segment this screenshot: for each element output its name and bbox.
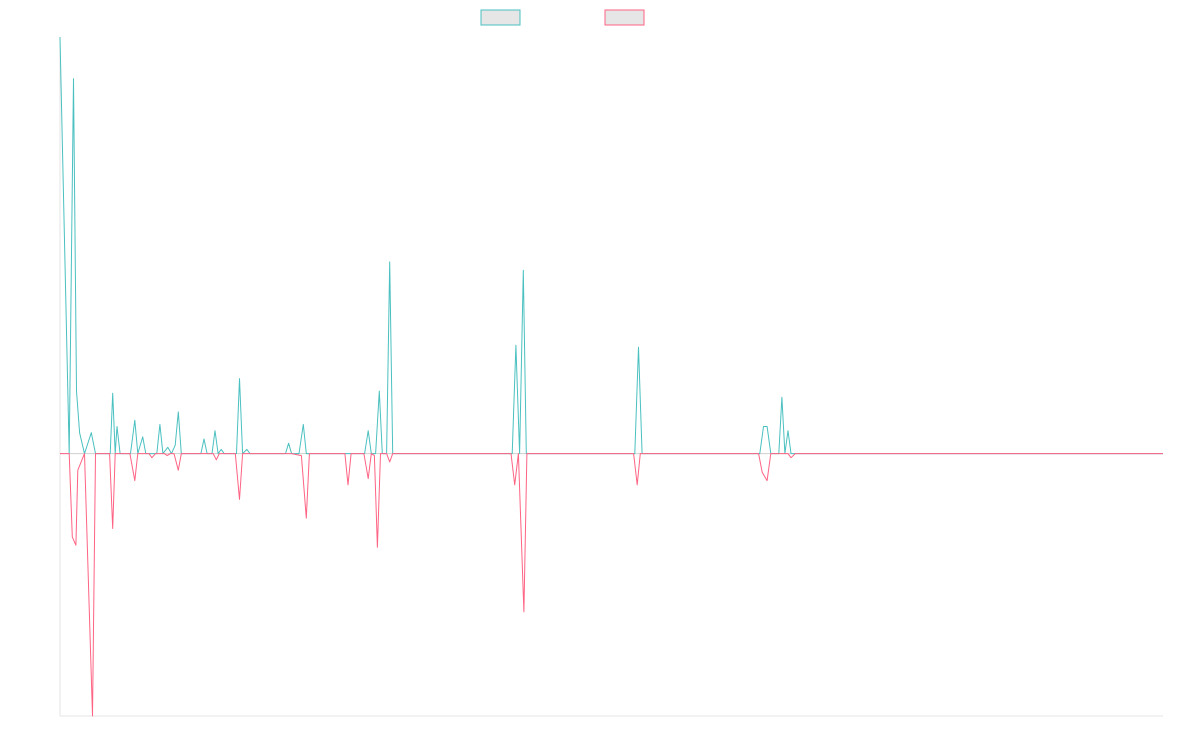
legend — [480, 9, 645, 26]
axes — [59, 37, 1163, 717]
series-layer — [59, 36, 1163, 717]
series-line-1 — [59, 36, 1163, 455]
legend-swatch-2 — [604, 9, 645, 26]
series-line-2 — [60, 453, 1163, 717]
legend-swatch-1 — [480, 9, 521, 26]
